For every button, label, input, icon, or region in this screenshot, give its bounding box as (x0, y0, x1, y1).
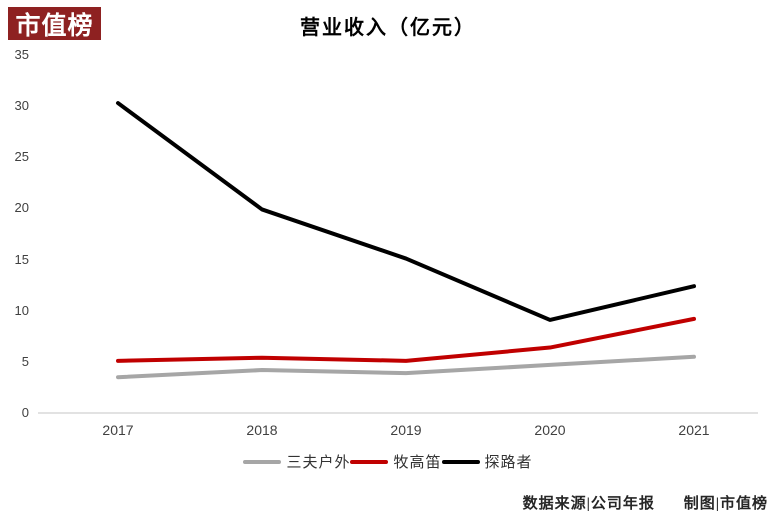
y-tick-label: 25 (14, 149, 29, 165)
y-tick-label: 0 (21, 405, 29, 420)
y-tick-label: 35 (14, 47, 29, 62)
y-tick-label: 30 (14, 98, 29, 114)
legend: 三夫户外 牧高笛 探路者 (0, 451, 776, 472)
legend-swatch-red-line (350, 459, 389, 464)
y-tick-label: 5 (21, 353, 29, 369)
legend-swatch-gray-line (243, 459, 282, 464)
brand-logo: 市值榜 (8, 7, 101, 40)
x-tick-label: 2019 (390, 422, 422, 438)
y-tick-label: 20 (14, 200, 29, 216)
chart-credit-text: 制图|市值榜 (683, 496, 768, 512)
footer-credits: 数据来源|公司年报 制图|市值榜 (523, 492, 768, 513)
legend-item: 三夫户外 (243, 451, 350, 472)
legend-label: 三夫户外 (286, 455, 351, 471)
legend-swatch-black-line (441, 459, 480, 464)
chart-title: 营业收入（亿元） (300, 17, 476, 39)
y-tick-label: 10 (14, 302, 29, 318)
legend-label: 牧高笛 (393, 455, 442, 471)
x-tick-label: 2017 (102, 422, 134, 438)
x-tick-label: 2020 (534, 422, 566, 438)
legend-item: 探路者 (441, 451, 533, 472)
legend-item: 牧高笛 (350, 451, 441, 472)
series-line-探路者 (116, 101, 696, 322)
x-tick-label: 2021 (678, 422, 710, 438)
series-line-三夫户外 (116, 354, 696, 380)
legend-label: 探路者 (484, 455, 533, 471)
series-line-牧高笛 (116, 316, 696, 363)
y-tick-label: 15 (14, 251, 29, 267)
data-source-text: 数据来源|公司年报 (522, 496, 655, 512)
x-tick-label: 2018 (246, 422, 278, 438)
